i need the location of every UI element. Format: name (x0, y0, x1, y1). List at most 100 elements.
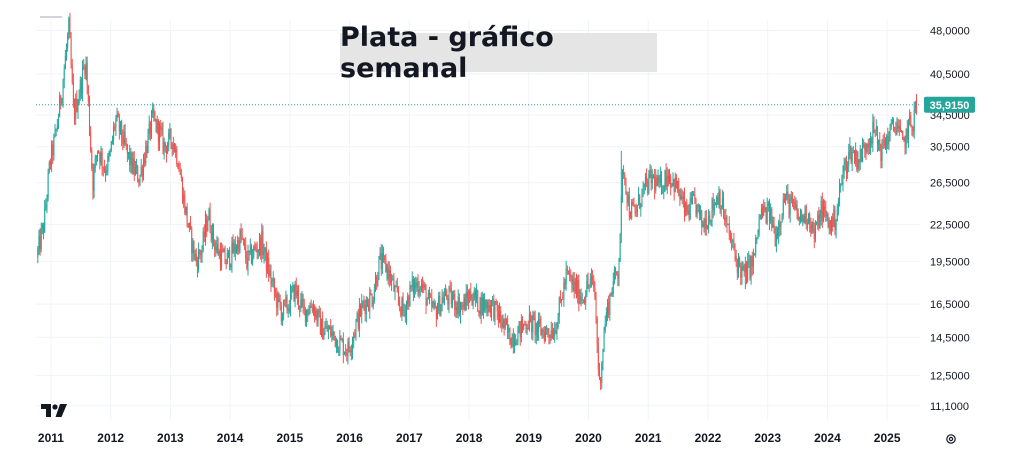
candle-body (172, 144, 174, 149)
candle-body (697, 204, 699, 206)
candle-body (570, 275, 572, 278)
candle-body (772, 224, 774, 228)
candle-body (682, 196, 684, 200)
candle-body (680, 196, 682, 199)
candle-body (495, 301, 497, 303)
candle-body (292, 285, 294, 291)
candle-body (404, 310, 406, 317)
top-left-handle[interactable] (40, 16, 62, 18)
candle-body (41, 224, 43, 229)
price-tag-box (924, 96, 975, 113)
candle-body (816, 222, 818, 225)
candle-body (585, 296, 587, 303)
candle-body (512, 334, 514, 347)
candle-body (629, 217, 631, 219)
candle-body (265, 247, 267, 271)
candle-body (518, 321, 520, 330)
y-axis: 48,0000 40,5000 34,5000 30,5000 26,5000 22,50… (930, 25, 970, 412)
candle-body (503, 318, 505, 328)
y-tick-label: 11,1000 (930, 401, 969, 413)
x-tick-label: 2015 (276, 431, 303, 445)
candle-body (719, 191, 721, 210)
candle-body (430, 296, 432, 298)
candle-body (587, 281, 589, 287)
candle-body (47, 172, 49, 198)
candle-body (814, 224, 816, 240)
candle-body (349, 350, 351, 353)
candle-body (400, 306, 402, 316)
candle-body (109, 151, 111, 156)
candle-body (808, 213, 810, 224)
candle-body (411, 278, 413, 287)
candle-body (663, 186, 665, 193)
candle-body (817, 214, 819, 223)
candle-body (845, 160, 847, 173)
candle-body (169, 130, 171, 133)
candle-body (858, 159, 860, 163)
candle-body (370, 292, 372, 296)
candle-body (760, 208, 762, 216)
candle-body (720, 207, 722, 210)
candle-body (76, 98, 78, 112)
candle-body (905, 128, 907, 149)
candle-body (234, 243, 236, 253)
candle-body (94, 157, 96, 169)
candle-body (424, 284, 426, 288)
candle-body (724, 217, 726, 221)
x-tick-label: 2016 (336, 431, 363, 445)
candle-body (322, 319, 324, 340)
candle-body (650, 169, 652, 184)
candle-body (136, 166, 138, 168)
candle-body (311, 307, 313, 311)
candle-body (133, 158, 135, 175)
candle-body (255, 246, 257, 250)
candle-body (748, 259, 750, 261)
candle-body (180, 174, 182, 178)
candle-body (868, 145, 870, 148)
candle-body (162, 128, 164, 152)
candle-body (636, 204, 638, 213)
candle-body (40, 228, 42, 250)
candle-body (260, 237, 262, 256)
grid (36, 20, 920, 420)
candle-body (805, 206, 807, 224)
candle-body (113, 127, 115, 140)
candle-body (300, 299, 302, 309)
candle-body (818, 214, 820, 229)
settings-gear-icon[interactable] (944, 432, 958, 446)
candle-body (105, 170, 107, 173)
candle-body (431, 296, 433, 307)
candle-body (646, 176, 648, 182)
candle-body (744, 263, 746, 273)
candle-body (913, 109, 915, 132)
candle-body (657, 176, 659, 186)
candle-body (238, 239, 240, 252)
candle-body (836, 209, 838, 222)
candle-body (442, 297, 444, 303)
candle-body (746, 263, 748, 281)
candle-body (48, 161, 50, 173)
candle-body (177, 164, 179, 169)
candle-body (388, 269, 390, 280)
candle-body (519, 321, 521, 338)
candle-body (848, 152, 850, 166)
candle-body (335, 339, 337, 347)
candle-body (477, 290, 479, 312)
candle-body (576, 281, 578, 297)
candle-body (307, 309, 309, 315)
candle-body (615, 268, 617, 273)
candle-body (726, 217, 728, 225)
candle-body (500, 310, 502, 322)
candle-body (609, 294, 611, 316)
candle-body (241, 235, 243, 239)
candle-body (827, 214, 829, 228)
candle-body (841, 182, 843, 185)
candle-body (90, 132, 92, 150)
candle-body (52, 144, 54, 156)
candle-body (279, 299, 281, 307)
candle-body (285, 297, 287, 301)
candle-body (132, 158, 134, 173)
candle-body (38, 235, 40, 249)
candle-body (384, 255, 386, 260)
